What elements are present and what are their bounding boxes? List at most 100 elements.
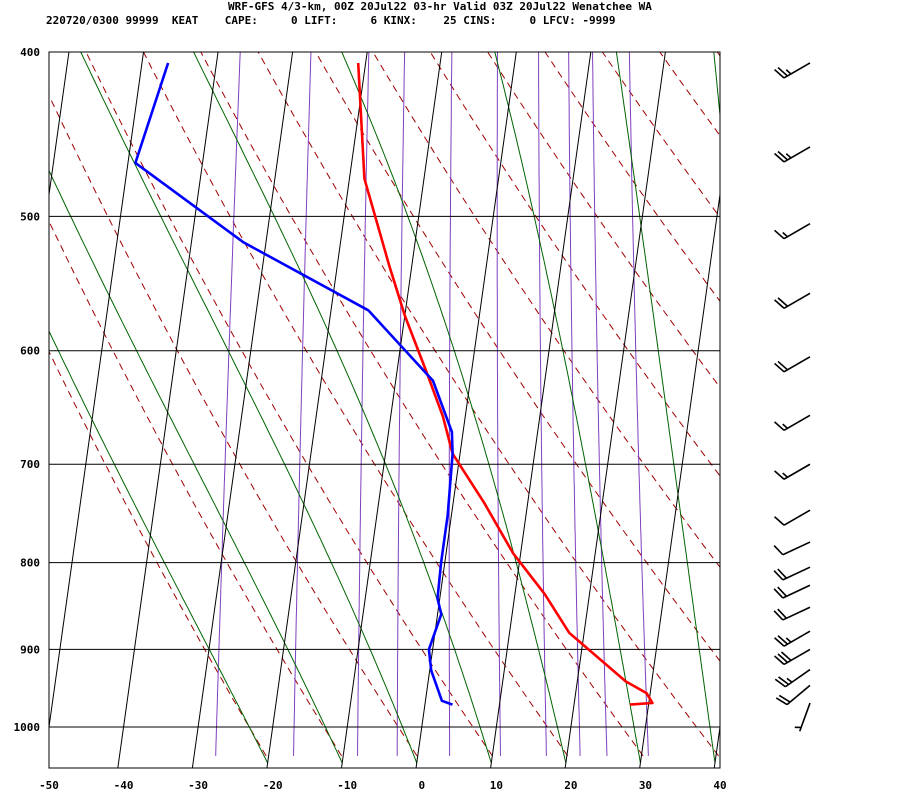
plot-frame bbox=[48, 51, 721, 769]
wind-barb bbox=[773, 584, 811, 599]
y-tick-label: 400 bbox=[20, 46, 40, 59]
barb-shaft bbox=[783, 356, 811, 373]
moist-adiabat bbox=[80, 52, 418, 764]
x-tick-label: -40 bbox=[114, 779, 134, 792]
barb-flag bbox=[774, 470, 785, 480]
dry-adiabat bbox=[772, 48, 900, 756]
barb-flag bbox=[778, 676, 790, 686]
moist-adiabat bbox=[49, 329, 269, 764]
x-tick-label: 10 bbox=[490, 779, 503, 792]
barb-flag bbox=[777, 653, 789, 663]
dry-adiabat bbox=[716, 52, 720, 57]
isotherm-line bbox=[340, 52, 443, 768]
barb-flag bbox=[775, 697, 788, 706]
y-tick-label: 600 bbox=[20, 345, 40, 358]
background-lines bbox=[49, 48, 900, 764]
barb-flag bbox=[777, 360, 789, 371]
barb-shaft bbox=[783, 648, 811, 666]
x-tick-label: -10 bbox=[337, 779, 357, 792]
wind-barb bbox=[774, 648, 811, 666]
barb-flag bbox=[777, 608, 788, 619]
tick-labels: -50 -40 -30 -20 -10 0 10 20 30 40 400 500 600 700 800 9… bbox=[14, 46, 727, 792]
isotherm-line bbox=[49, 52, 145, 731]
dry-adiabat bbox=[487, 52, 720, 389]
barb-shaft bbox=[784, 668, 811, 688]
barb-shaft bbox=[798, 702, 811, 732]
y-tick-label: 900 bbox=[20, 643, 40, 656]
dry-adiabat bbox=[200, 52, 644, 757]
wind-barb bbox=[774, 356, 811, 373]
mixing-ratio-line bbox=[357, 52, 370, 756]
barb-flag bbox=[777, 150, 789, 161]
barb-flag bbox=[778, 694, 791, 703]
wind-barb bbox=[774, 668, 811, 688]
isotherm-line bbox=[490, 52, 592, 768]
isotherm-line bbox=[191, 52, 294, 768]
dry-adiabat bbox=[85, 52, 493, 757]
barb-flag bbox=[774, 637, 785, 647]
wind-barb bbox=[774, 223, 811, 240]
moist-adiabat bbox=[615, 52, 716, 763]
barb-flag bbox=[777, 568, 788, 579]
x-tick-label: 30 bbox=[639, 779, 652, 792]
barb-flag bbox=[774, 152, 785, 163]
barb-flag bbox=[777, 635, 789, 645]
dry-adiabat bbox=[49, 94, 418, 757]
wind-barb bbox=[774, 509, 811, 526]
barb-shaft bbox=[783, 509, 811, 526]
dry-adiabat bbox=[257, 52, 719, 757]
isotherm-line bbox=[713, 723, 720, 768]
sounding-line bbox=[134, 62, 454, 706]
x-tick-label: -30 bbox=[188, 779, 208, 792]
barb-shaft bbox=[782, 606, 811, 621]
barb-flag bbox=[782, 472, 789, 478]
x-tick-label: -50 bbox=[39, 779, 59, 792]
isotherm-line bbox=[415, 52, 517, 768]
y-tick-label: 1000 bbox=[14, 721, 41, 734]
wind-barb bbox=[774, 292, 811, 309]
barb-flag bbox=[774, 229, 785, 240]
isotherm-line bbox=[117, 52, 219, 768]
y-tick-label: 800 bbox=[20, 557, 40, 570]
barb-flag bbox=[777, 297, 789, 307]
y-tick-label: 700 bbox=[20, 458, 40, 471]
wind-barb bbox=[775, 684, 811, 706]
moist-adiabat bbox=[494, 52, 641, 763]
barb-flag bbox=[782, 231, 789, 238]
mixing-ratio-line bbox=[628, 52, 649, 756]
mixing-ratio-line bbox=[293, 52, 312, 756]
series bbox=[134, 62, 654, 706]
barb-shaft bbox=[783, 292, 811, 309]
barb-flag bbox=[777, 586, 788, 597]
barb-shaft bbox=[783, 62, 811, 79]
x-tick-label: -20 bbox=[263, 779, 283, 792]
barb-flag bbox=[785, 153, 792, 159]
dry-adiabat bbox=[372, 52, 720, 569]
barb-shaft bbox=[783, 146, 811, 163]
barb-shaft bbox=[782, 566, 811, 581]
wind-barb bbox=[774, 463, 811, 480]
sounding-line bbox=[356, 62, 654, 706]
wind-barb bbox=[773, 606, 811, 621]
wind-barb bbox=[773, 566, 811, 581]
x-tick-label: 20 bbox=[564, 779, 577, 792]
barb-shaft bbox=[783, 630, 811, 647]
barb-shaft bbox=[782, 541, 811, 556]
barb-flag bbox=[774, 655, 785, 665]
wind-barb bbox=[774, 414, 811, 431]
barb-flag bbox=[780, 651, 792, 661]
grid bbox=[49, 52, 720, 768]
dry-adiabat bbox=[886, 48, 900, 756]
barb-flag bbox=[774, 678, 786, 688]
wind-barb bbox=[774, 630, 811, 647]
barb-flag bbox=[777, 66, 789, 77]
dry-adiabat bbox=[142, 52, 569, 757]
dry-adiabat bbox=[544, 52, 720, 303]
barb-flag bbox=[773, 588, 784, 599]
moist-adiabat bbox=[49, 169, 343, 764]
isotherm-line bbox=[49, 52, 70, 199]
moist-adiabat bbox=[193, 52, 492, 764]
stability-indices: 220720/0300 99999 KEAT CAPE: 0 LIFT: 6 K… bbox=[46, 14, 616, 27]
dry-adiabat bbox=[49, 220, 343, 757]
